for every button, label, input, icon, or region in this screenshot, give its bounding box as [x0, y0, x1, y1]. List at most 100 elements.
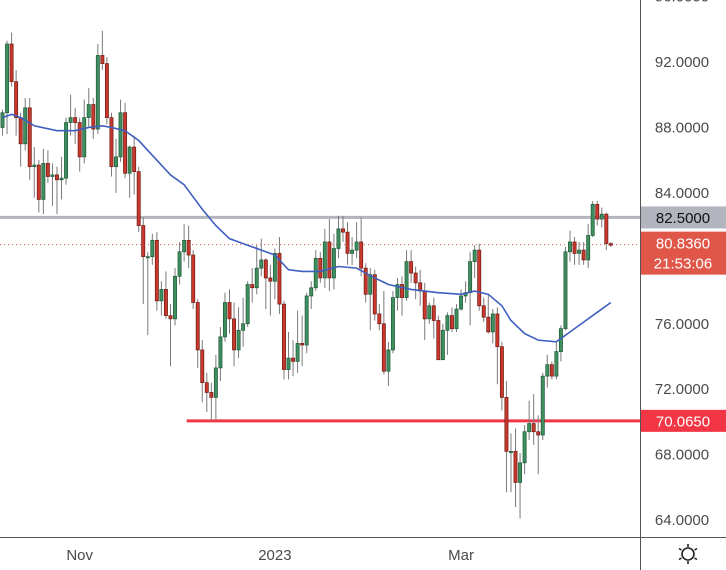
- candle: [413, 266, 418, 300]
- candle-body: [59, 177, 64, 181]
- candle: [23, 97, 28, 151]
- candle-body: [554, 351, 559, 377]
- candle-body: [531, 423, 536, 433]
- candle-body: [490, 313, 495, 333]
- candle: [68, 94, 73, 136]
- candle-body: [486, 316, 491, 333]
- resistance-price-label: [641, 206, 726, 229]
- candle-body: [522, 431, 527, 464]
- candle: [313, 250, 318, 292]
- candle: [381, 291, 386, 375]
- candle-body: [608, 243, 613, 246]
- candle-body: [132, 146, 137, 172]
- candle: [82, 99, 87, 164]
- candle: [400, 276, 404, 316]
- candle-body: [227, 302, 232, 320]
- candle-body: [572, 241, 577, 254]
- candle-body: [73, 117, 78, 123]
- candle-body: [268, 277, 273, 282]
- candle: [359, 217, 364, 277]
- candle: [581, 241, 586, 265]
- candle: [73, 107, 78, 144]
- candle: [223, 292, 227, 342]
- candle-body: [32, 164, 37, 168]
- candle: [295, 310, 300, 373]
- candle: [123, 102, 128, 179]
- price-tick-label: 64.0000: [655, 512, 709, 529]
- candle: [536, 415, 541, 475]
- candle-body: [477, 249, 482, 307]
- settings-gear-icon[interactable]: [678, 544, 698, 564]
- candle: [558, 325, 563, 362]
- candle-body: [590, 203, 595, 236]
- candle: [436, 315, 441, 361]
- candle-body: [145, 256, 150, 259]
- candle: [95, 44, 100, 134]
- candle-body: [359, 241, 364, 269]
- candle: [331, 233, 336, 290]
- candle: [118, 99, 123, 162]
- candle-body: [368, 274, 373, 295]
- candle: [427, 302, 432, 324]
- plot-area[interactable]: [0, 30, 640, 519]
- candle: [168, 304, 173, 367]
- candle-body: [518, 462, 523, 483]
- candle: [268, 264, 273, 316]
- candle-body: [599, 213, 604, 220]
- candle: [563, 246, 568, 331]
- candle-body: [200, 349, 205, 384]
- candle: [64, 117, 69, 185]
- candle: [291, 340, 296, 377]
- candle: [540, 372, 545, 440]
- candle: [50, 163, 55, 206]
- candle: [100, 30, 105, 71]
- candle: [141, 217, 146, 305]
- candle: [259, 238, 264, 277]
- candle: [554, 341, 559, 380]
- candle-body: [195, 302, 200, 351]
- candle: [363, 263, 368, 303]
- candle: [55, 166, 59, 215]
- time-axis[interactable]: Nov 2023 Mar: [66, 547, 474, 564]
- candle-body: [291, 357, 296, 362]
- candle-body: [136, 171, 141, 226]
- candle: [109, 112, 114, 177]
- candle-body: [450, 315, 454, 330]
- candle: [182, 223, 187, 262]
- candle-body: [549, 364, 554, 377]
- candle: [590, 201, 595, 238]
- candle-body: [236, 329, 241, 351]
- candle: [604, 212, 609, 251]
- candle-body: [163, 289, 168, 316]
- candle: [595, 201, 600, 226]
- candle-body: [536, 431, 541, 436]
- candle-body: [295, 343, 300, 362]
- candle-body: [50, 174, 55, 177]
- candle: [463, 281, 468, 303]
- candle-body: [64, 122, 69, 179]
- candle: [572, 237, 577, 265]
- candle: [154, 232, 159, 311]
- candle: [45, 150, 50, 184]
- candle-body: [286, 357, 291, 370]
- candle-body: [459, 295, 463, 310]
- candle: [263, 258, 268, 310]
- candle-body: [568, 241, 572, 253]
- candle: [191, 250, 196, 310]
- candle: [486, 294, 491, 334]
- candle-body: [77, 122, 82, 158]
- candle: [531, 394, 536, 445]
- candle: [36, 160, 41, 213]
- price-tick-label: 96.0000: [655, 0, 709, 6]
- candle: [177, 241, 182, 285]
- candle-body: [481, 305, 486, 318]
- candle: [327, 219, 332, 292]
- candle: [300, 315, 305, 367]
- price-axis[interactable]: 96.0000 92.0000 88.0000 84.0000 76.0000 72.00…: [655, 0, 709, 529]
- candle-body: [318, 257, 323, 279]
- candle-body: [213, 367, 218, 398]
- candle-body: [363, 267, 368, 295]
- candle: [27, 97, 32, 180]
- candle: [5, 40, 9, 134]
